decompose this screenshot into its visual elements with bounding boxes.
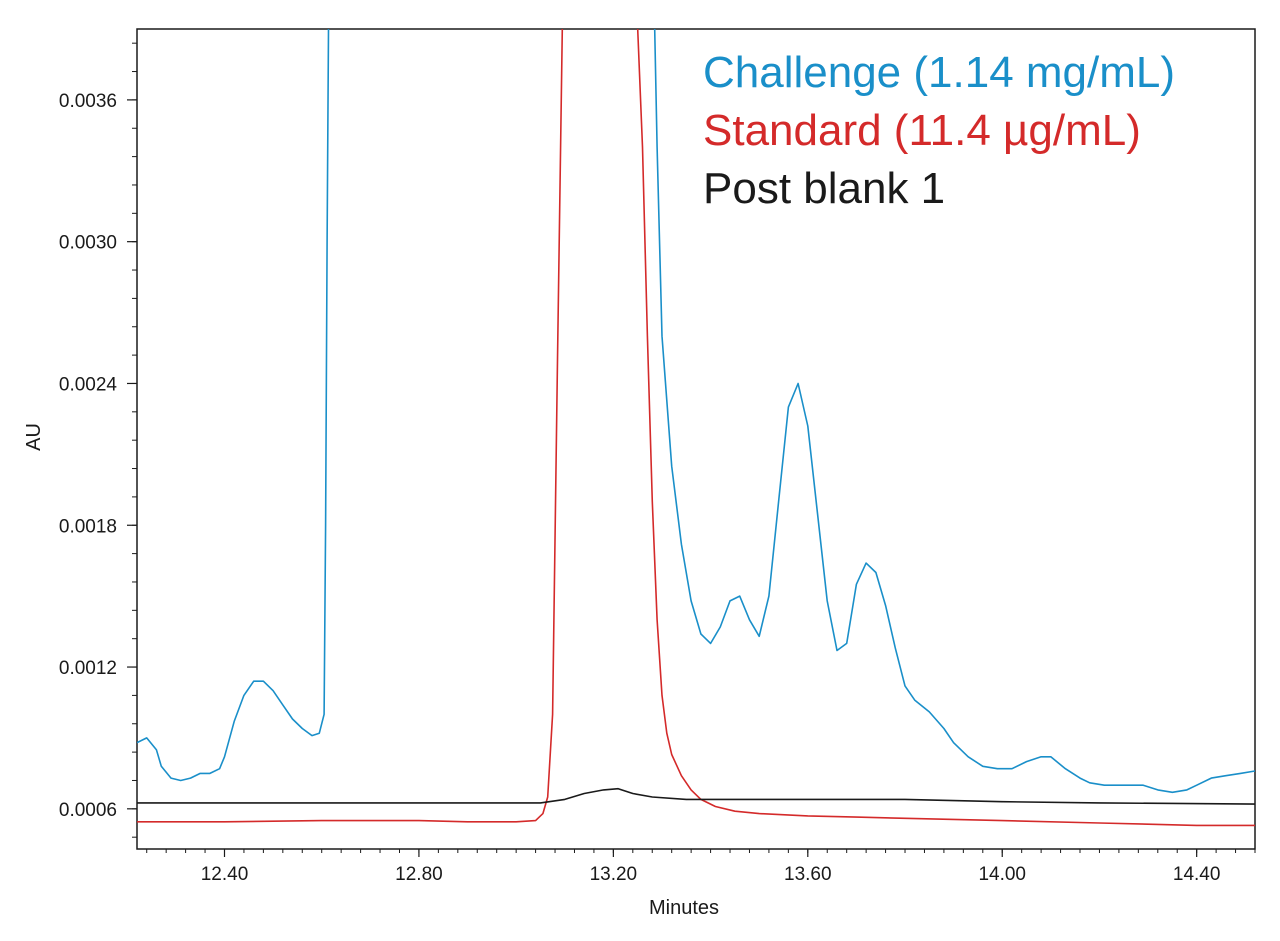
y-tick-label: 0.0024: [59, 374, 118, 395]
y-tick-label: 0.0036: [59, 91, 117, 112]
y-axis-title: AU: [23, 423, 45, 451]
x-tick-label: 14.40: [1173, 864, 1221, 885]
series-line-1: [137, 29, 330, 782]
legend-entry-2: Standard (11.4 µg/mL): [703, 106, 1141, 155]
series-line-2: [653, 29, 1255, 794]
y-tick-label: 0.0030: [59, 233, 117, 254]
x-tick-label: 14.00: [978, 864, 1026, 885]
x-axis-title: Minutes: [649, 897, 719, 919]
legend: Challenge (1.14 mg/mL) Standard (11.4 µg/…: [703, 48, 1175, 213]
x-tick-label: 12.40: [201, 864, 249, 885]
x-tick-label: 13.20: [590, 864, 638, 885]
x-tick-label: 13.60: [784, 864, 832, 885]
legend-entry-3: Post blank 1: [703, 164, 945, 213]
series-layer: [137, 29, 1255, 827]
axes-layer: 12.40 12.80 13.20 13.60 14.00 14.40 0.0006 0.00…: [59, 42, 1256, 885]
legend-entry-1: Challenge (1.14 mg/mL): [703, 48, 1175, 97]
x-tick-label: 12.80: [395, 864, 443, 885]
series-line-3: [137, 29, 564, 823]
series-line-5: [137, 787, 1255, 805]
y-tick-label: 0.0006: [59, 800, 117, 821]
y-tick-label: 0.0012: [59, 658, 117, 679]
y-tick-label: 0.0018: [59, 516, 117, 537]
